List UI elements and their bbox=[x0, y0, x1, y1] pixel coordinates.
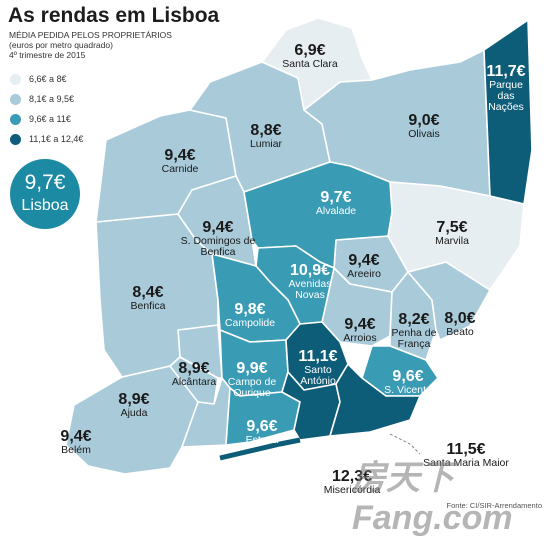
legend-item: 8,1€ a 9,5€ bbox=[10, 89, 83, 109]
lisboa-name: Lisboa bbox=[21, 197, 69, 214]
legend-swatch bbox=[10, 113, 21, 125]
label-marvila: 7,5€ Marvila bbox=[435, 219, 469, 247]
legend-swatch bbox=[10, 93, 21, 105]
source-note: Fonte: CI/SIR-Arrendamento bbox=[446, 501, 542, 510]
label-santo-antonio: 11,1€ Santo António bbox=[298, 348, 338, 387]
label-campo-ourique: 9,9€ Campo de Ourique bbox=[227, 360, 277, 399]
label-areeiro: 9,4€ Areeiro bbox=[347, 252, 381, 280]
legend-swatch bbox=[10, 133, 21, 145]
map-title: As rendas em Lisboa bbox=[8, 4, 220, 27]
legend-label: 8,1€ a 9,5€ bbox=[29, 94, 75, 104]
label-avenidas-novas: 10,9€ Avenidas Novas bbox=[288, 262, 332, 301]
legend-label: 9,6€ a 11€ bbox=[29, 114, 71, 124]
parish-santa-maria-maior bbox=[329, 363, 421, 437]
label-beato: 8,0€ Beato bbox=[444, 310, 476, 338]
watermark: 房天下 Fang.com bbox=[352, 459, 513, 537]
label-alcantara: 8,9€ Alcântara bbox=[171, 360, 217, 388]
legend-label: 6,6€ a 8€ bbox=[29, 74, 67, 84]
subtitle-period: 4º trimestre de 2015 bbox=[9, 50, 86, 60]
dashed-leader-line bbox=[389, 433, 421, 455]
label-s-domingos: 9,4€ S. Domingos de Benfica bbox=[180, 219, 256, 258]
label-ajuda: 8,9€ Ajuda bbox=[118, 391, 150, 419]
legend-item: 11,1€ a 12,4€ bbox=[10, 129, 83, 149]
label-estrela: 9,6€ Estrela bbox=[245, 418, 279, 446]
label-carnide: 9,4€ Carnide bbox=[161, 147, 199, 175]
legend-item: 6,6€ a 8€ bbox=[10, 69, 83, 89]
label-penha-franca: 8,2€ Penha de França bbox=[391, 311, 437, 350]
legend-item: 9,6€ a 11€ bbox=[10, 109, 83, 129]
legend-label: 11,1€ a 12,4€ bbox=[29, 134, 84, 144]
label-alvalade: 9,7€ Alvalade bbox=[315, 189, 357, 217]
label-lumiar: 8,8€ Lumiar bbox=[249, 122, 283, 150]
label-benfica: 8,4€ Benfica bbox=[130, 284, 166, 312]
subtitle: MÉDIA PEDIDA PELOS PROPRIETÁRIOS bbox=[9, 30, 172, 40]
parish-parque-nacoes bbox=[483, 19, 533, 205]
parish-santa-clara bbox=[261, 17, 373, 111]
coast-line bbox=[219, 437, 301, 461]
label-s-vicente: 9,6€ S. Vicente bbox=[384, 368, 432, 396]
label-belem: 9,4€ Belém bbox=[60, 428, 92, 456]
label-arroios: 9,4€ Arroios bbox=[343, 316, 377, 344]
label-santa-clara: 6,9€ Santa Clara bbox=[282, 42, 338, 70]
label-misericordia: 12,3€ Misericórdia bbox=[323, 468, 381, 496]
legend-swatch bbox=[10, 73, 21, 85]
parish-misericordia bbox=[281, 371, 341, 441]
label-campolide: 9,8€ Campolide bbox=[224, 301, 276, 329]
label-parque-nacoes: 11,7€ Parque das Nações bbox=[486, 63, 526, 113]
label-santa-maria-maior: 11,5€ Santa Maria Maior bbox=[423, 441, 509, 469]
label-olivais: 9,0€ Olivais bbox=[408, 112, 440, 140]
subtitle-units: (euros por metro quadrado) bbox=[9, 40, 113, 50]
lisbon-map bbox=[65, 17, 533, 475]
lisboa-value: 9,7€ bbox=[24, 171, 66, 194]
legend: 6,6€ a 8€ 8,1€ a 9,5€ 9,6€ a 11€ 11,1€ a… bbox=[10, 69, 83, 149]
lisboa-average-badge: 9,7€ Lisboa bbox=[10, 159, 80, 229]
